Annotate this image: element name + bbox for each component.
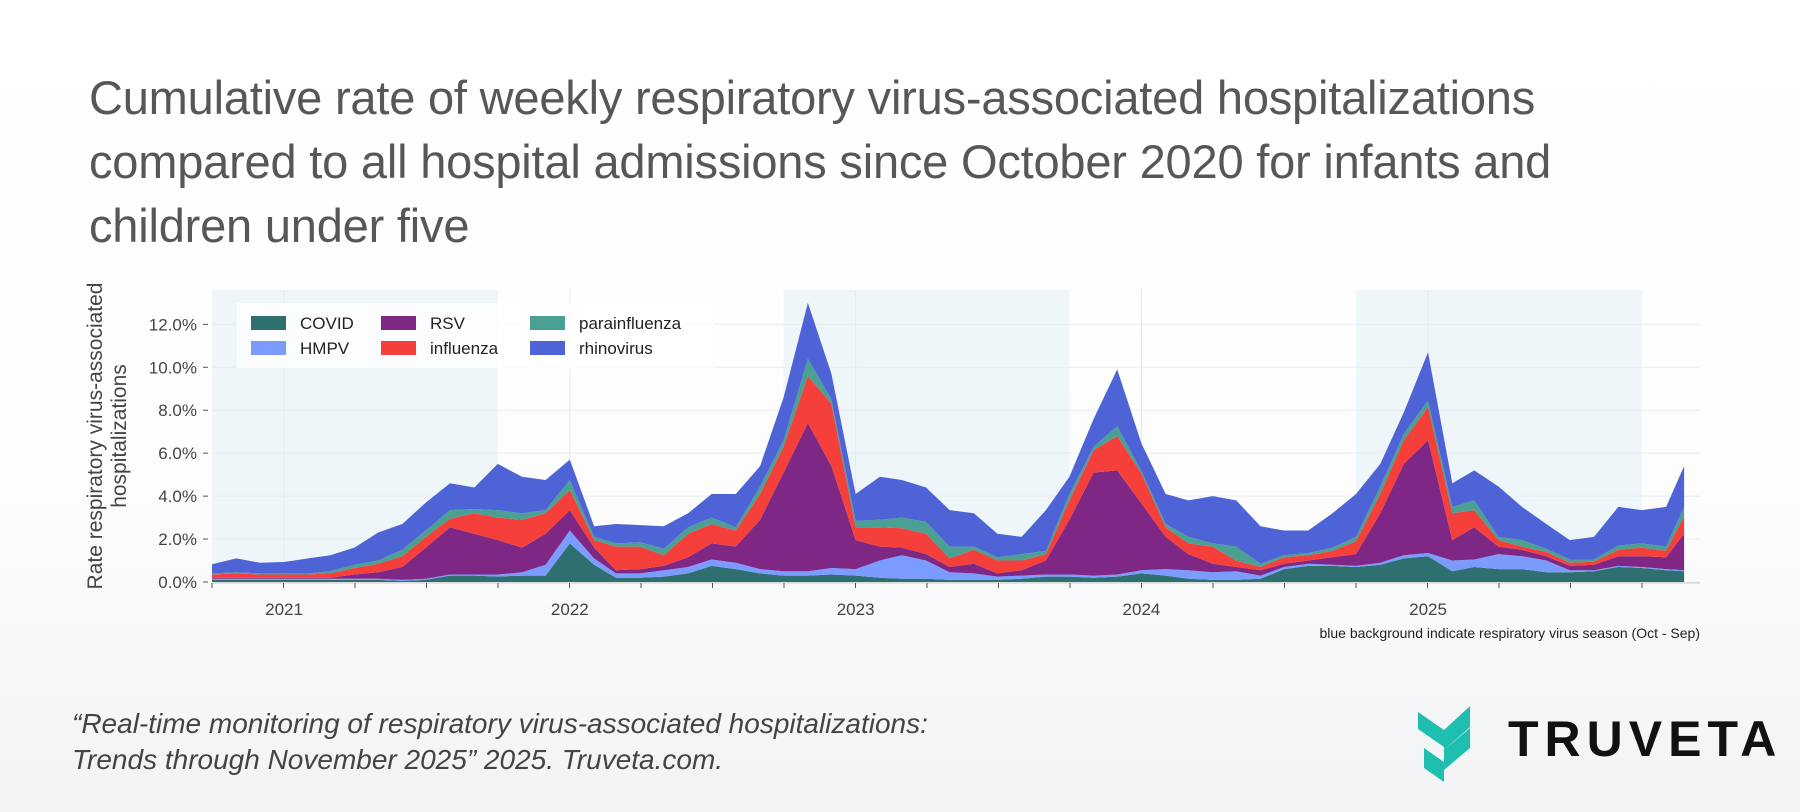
legend-label-influenza: influenza [430,339,499,358]
legend-label-covid: COVID [300,314,354,333]
truveta-logo-mark-icon [1418,706,1470,782]
legend-label-hmpv: HMPV [300,339,350,358]
title-line: Cumulative rate of weekly respiratory vi… [89,71,1536,124]
season-note: blue background indicate respiratory vir… [1319,625,1700,641]
title-line: compared to all hospital admissions sinc… [89,135,1552,188]
y-tick-label: 4.0% [158,487,197,506]
y-tick-label: 2.0% [158,530,197,549]
y-axis-label-line: Rate respiratory virus-associated [84,283,107,590]
area-rhinovirus [212,302,1685,574]
x-tick-label: 2025 [1409,600,1447,619]
y-tick-label: 12.0% [149,315,197,334]
title-line: children under five [89,199,470,252]
legend: COVID RSV parainfluenza HMPV influenza rhinov… [237,303,714,368]
y-axis-label: Rate respiratory virus-associatedhospita… [84,283,131,590]
y-tick-label: 10.0% [149,358,197,377]
y-tick-label: 0.0% [158,573,197,592]
x-tick-label: 2023 [837,600,875,619]
x-tick-label: 2022 [551,600,589,619]
area-covid [212,543,1685,582]
legend-label-rhinovirus: rhinovirus [579,339,653,358]
x-tick-label: 2021 [265,600,303,619]
legend-swatch-parainfluenza [530,316,565,330]
legend-label-rsv: RSV [430,314,466,333]
citation: “Real-time monitoring of respiratory vir… [72,706,928,778]
y-tick-label: 6.0% [158,444,197,463]
axes: 0.0% 2.0% 4.0% 6.0% 8.0% 10.0% 12.0% 2021 2022 20… [149,315,1700,619]
y-axis-label-line: hospitalizations [108,364,131,508]
y-tick-label: 8.0% [158,401,197,420]
area-influenza [212,375,1685,578]
legend-swatch-rhinovirus [530,341,565,355]
area-rsv [212,423,1685,580]
legend-swatch-rsv [381,316,416,330]
logo-wordmark: TRUVETA [1508,711,1783,767]
legend-swatch-influenza [381,341,416,355]
page-title: Cumulative rate of weekly respiratory vi… [89,66,1769,258]
area-parainfluenza [212,358,1685,575]
citation-line: “Real-time monitoring of respiratory vir… [72,708,928,739]
x-tick-label: 2024 [1123,600,1161,619]
legend-box [237,303,714,368]
legend-label-parainfluenza: parainfluenza [579,314,682,333]
truveta-logo: TRUVETA [1418,692,1776,788]
stacked-areas [212,302,1685,582]
legend-swatch-covid [251,316,286,330]
legend-swatch-hmpv [251,341,286,355]
citation-line: Trends through November 2025” 2025. Truv… [72,744,724,775]
area-hmpv [212,530,1685,581]
